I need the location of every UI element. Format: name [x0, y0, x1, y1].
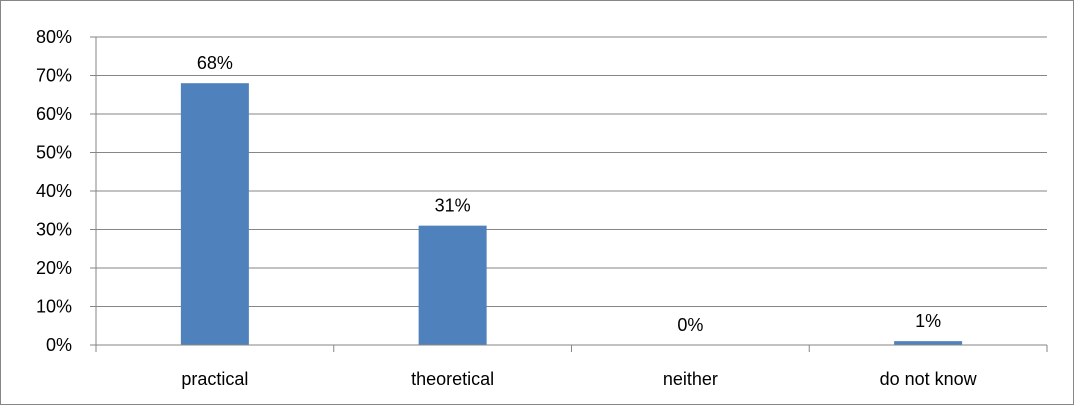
bar-theoretical	[418, 225, 487, 345]
y-tick-label: 0%	[46, 335, 72, 355]
data-label: 31%	[435, 196, 471, 216]
y-tick-label: 50%	[36, 143, 72, 163]
data-label: 0%	[677, 315, 703, 335]
y-tick-label: 20%	[36, 258, 72, 278]
bars-layer	[180, 83, 963, 345]
data-label: 1%	[915, 311, 941, 331]
y-tick-label: 60%	[36, 104, 72, 124]
category-label: neither	[663, 369, 718, 389]
bar-do-not-know	[894, 341, 963, 345]
bar-practical	[180, 83, 249, 345]
y-tick-label: 70%	[36, 66, 72, 86]
axis-layer	[90, 36, 1048, 352]
grid-layer	[96, 36, 1047, 307]
y-tick-label: 80%	[36, 27, 72, 47]
category-label: practical	[181, 369, 248, 389]
labels-layer: 0% 10% 20% 30% 40% 50% 60% 70% 80% 68% practical 31…	[36, 27, 978, 389]
category-label: do not know	[880, 369, 978, 389]
y-tick-label: 40%	[36, 181, 72, 201]
data-label: 68%	[197, 53, 233, 73]
y-tick-label: 10%	[36, 297, 72, 317]
y-tick-label: 30%	[36, 220, 72, 240]
category-label: theoretical	[411, 369, 494, 389]
